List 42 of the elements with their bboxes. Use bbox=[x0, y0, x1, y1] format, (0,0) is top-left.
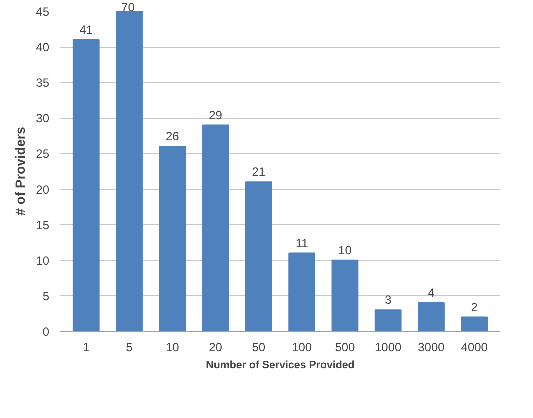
bar bbox=[159, 146, 186, 332]
data-label: 11 bbox=[296, 236, 309, 250]
y-tick-label: 45 bbox=[36, 5, 50, 19]
y-tick-label: 30 bbox=[36, 112, 50, 126]
y-axis-title: # of Providers bbox=[13, 127, 28, 216]
x-tick-label: 20 bbox=[209, 340, 223, 354]
bar bbox=[461, 316, 488, 332]
bar bbox=[374, 310, 402, 332]
x-tick-label: 100 bbox=[292, 340, 312, 354]
bar bbox=[245, 182, 272, 332]
x-tick-label: 1 bbox=[83, 340, 90, 354]
bar bbox=[116, 12, 143, 332]
y-tick-label: 5 bbox=[42, 289, 50, 304]
annotation: 70 bbox=[122, 0, 136, 14]
y-tick-label: 20 bbox=[36, 182, 50, 197]
x-tick-label: 50 bbox=[252, 340, 266, 354]
y-tick-label: 10 bbox=[36, 254, 50, 268]
x-tick-label: 500 bbox=[335, 340, 356, 354]
x-tick-label: 10 bbox=[166, 340, 180, 354]
y-tick-label: 35 bbox=[36, 76, 50, 90]
x-tick-label: 1000 bbox=[374, 340, 402, 354]
bar bbox=[332, 260, 359, 332]
data-label: 29 bbox=[209, 108, 223, 122]
x-tick-label: 3000 bbox=[418, 340, 446, 354]
data-label: 21 bbox=[252, 165, 266, 180]
data-label: 2 bbox=[471, 300, 478, 314]
y-tick-label: 0 bbox=[42, 325, 50, 339]
x-tick-label: 5 bbox=[126, 340, 134, 354]
bar bbox=[288, 252, 316, 332]
y-tick-label: 40 bbox=[36, 40, 50, 55]
data-label: 4 bbox=[428, 286, 436, 300]
data-label: 3 bbox=[385, 293, 392, 308]
x-axis-title: Number of Services Provided bbox=[206, 360, 355, 372]
bar bbox=[72, 39, 100, 332]
data-label: 41 bbox=[80, 22, 94, 37]
y-tick-label: 25 bbox=[36, 147, 50, 162]
bar bbox=[418, 302, 445, 332]
data-label: 26 bbox=[166, 130, 180, 144]
bar bbox=[202, 124, 230, 332]
y-tick-label: 15 bbox=[36, 218, 50, 232]
data-label: 10 bbox=[338, 243, 352, 258]
x-tick-label: 4000 bbox=[461, 340, 488, 354]
